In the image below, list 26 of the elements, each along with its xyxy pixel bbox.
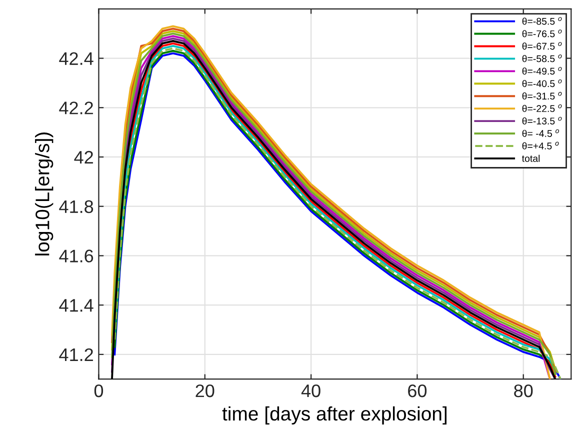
legend-label: θ=-13.5 $^{o}$ [522,116,562,124]
legend-label: θ=-31.5 $^{o}$ [522,92,562,100]
x-axis-title: time [days after explosion] [222,406,446,424]
legend-label: θ=-76.5 $^{o}$ [522,30,562,38]
x-tick-label: 20 [196,384,214,398]
legend-label: θ=+4.5 $^{o}$ [522,142,559,150]
legend-label: θ=-49.5 $^{o}$ [522,66,562,75]
legend-label: θ=-67.5 $^{o}$ [522,42,562,50]
legend-label: total [522,154,540,162]
legend-label: θ= -4.5 $^{o}$ [522,129,560,137]
legend-label: θ=-85.5 $^{o}$ [522,17,562,25]
y-tick-label: 42.4 [59,52,94,65]
x-tick-label: 40 [301,384,320,398]
y-tick-label: 42 [74,150,93,164]
y-tick-label: 41.8 [59,200,94,214]
y-axis-title: log10(L[erg/s]) [35,132,54,256]
y-tick-label: 42.2 [59,102,93,114]
y-tick-label: 41.6 [59,250,94,262]
x-tick-label: 80 [514,384,533,398]
y-tick-label: 41.2 [59,348,93,361]
x-tick-label: 0 [94,384,104,398]
legend-label: θ=-58.5 $^{o}$ [522,54,562,62]
legend-label: θ=-40.5 $^{o}$ [522,79,562,88]
y-tick-label: 41.4 [59,299,94,312]
x-tick-label: 60 [408,384,427,398]
legend-label: θ=-22.5 $^{o}$ [522,104,562,112]
